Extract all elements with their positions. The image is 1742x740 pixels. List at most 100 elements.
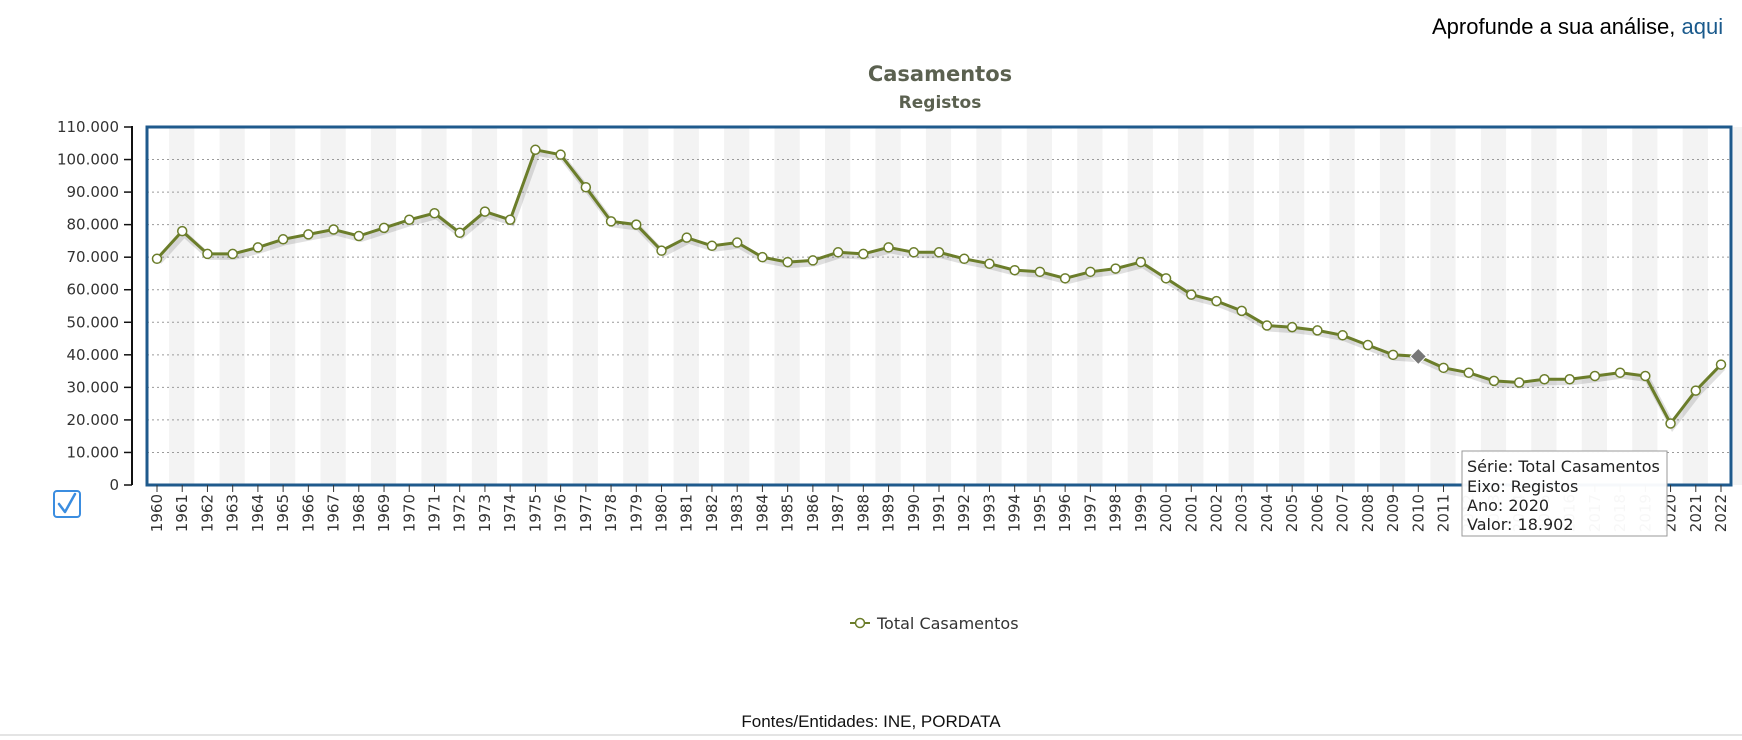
data-point[interactable]	[1488, 375, 1500, 387]
x-tick-label: 1968	[350, 494, 368, 532]
x-tick-label: 1984	[753, 494, 771, 532]
y-tick-label: 30.000	[67, 378, 120, 396]
x-tick-label: 1986	[804, 494, 822, 532]
plot-band	[1379, 127, 1406, 485]
data-point[interactable]	[353, 230, 365, 242]
data-point[interactable]	[1261, 320, 1273, 331]
data-point[interactable]	[883, 242, 894, 253]
data-point[interactable]	[1211, 295, 1222, 307]
plot-band	[724, 127, 750, 485]
data-point[interactable]	[580, 181, 592, 193]
data-point[interactable]	[681, 232, 692, 243]
x-tick-label: 1991	[930, 494, 948, 532]
data-point[interactable]	[1085, 266, 1096, 278]
data-point[interactable]	[530, 144, 541, 156]
y-tick-label: 60.000	[67, 281, 120, 299]
data-point[interactable]	[479, 206, 491, 217]
data-point[interactable]	[1236, 305, 1247, 317]
x-tick-label: 1994	[1006, 494, 1024, 532]
plot-band	[1682, 127, 1708, 485]
plot-band	[370, 127, 397, 485]
data-point[interactable]	[1589, 370, 1601, 382]
data-point[interactable]	[1438, 362, 1449, 374]
data-point[interactable]	[1009, 264, 1020, 276]
plot-band	[1632, 127, 1658, 485]
x-tick-label: 1980	[653, 494, 671, 532]
data-point[interactable]	[1362, 339, 1374, 351]
data-point[interactable]	[1513, 377, 1525, 388]
data-point[interactable]	[1715, 359, 1727, 370]
data-point[interactable]	[555, 149, 566, 160]
data-point[interactable]	[1034, 266, 1046, 278]
data-point[interactable]	[656, 245, 667, 256]
deepen-analysis-link[interactable]: aqui	[1681, 14, 1724, 39]
plot-band	[925, 127, 952, 485]
data-point[interactable]	[706, 240, 718, 252]
data-point[interactable]	[605, 216, 617, 227]
data-point[interactable]	[1387, 349, 1399, 361]
data-point[interactable]	[832, 247, 844, 258]
data-point[interactable]	[378, 222, 390, 234]
data-point[interactable]	[1186, 289, 1197, 300]
data-point[interactable]	[731, 237, 743, 248]
legend-label[interactable]: Total Casamentos	[876, 614, 1019, 633]
data-point[interactable]	[454, 227, 465, 239]
data-point[interactable]	[176, 225, 188, 237]
data-point[interactable]	[303, 229, 314, 240]
data-point[interactable]	[958, 253, 970, 265]
plot-band	[421, 127, 447, 485]
data-point[interactable]	[1160, 273, 1172, 284]
data-point[interactable]	[1564, 373, 1575, 385]
x-tick-label: 2004	[1258, 494, 1276, 532]
data-point[interactable]	[1110, 263, 1121, 274]
data-point[interactable]	[429, 207, 440, 219]
data-point[interactable]	[1135, 256, 1147, 268]
data-point-highlighted[interactable]	[1409, 347, 1427, 366]
y-tick-label: 10.000	[67, 443, 120, 461]
x-tick-label: 1979	[627, 494, 645, 532]
data-point[interactable]	[1539, 373, 1550, 385]
data-point[interactable]	[328, 224, 339, 235]
x-tick-label: 1981	[678, 494, 696, 532]
x-tick-label: 1987	[829, 494, 847, 532]
data-point[interactable]	[1059, 273, 1071, 284]
plot-band	[471, 127, 498, 485]
legend[interactable]: Total Casamentos	[850, 614, 1019, 633]
y-tick-label: 50.000	[67, 313, 120, 331]
plot-band	[1077, 127, 1103, 485]
check-toggle[interactable]	[53, 490, 81, 518]
data-point[interactable]	[404, 214, 415, 226]
plot-band	[1127, 127, 1153, 485]
data-point[interactable]	[984, 258, 995, 269]
data-point[interactable]	[631, 219, 642, 230]
data-point[interactable]	[782, 256, 793, 268]
data-point[interactable]	[858, 248, 869, 260]
data-point[interactable]	[933, 247, 945, 258]
x-tick-label: 2011	[1435, 494, 1453, 532]
x-tick-label: 1993	[980, 494, 998, 532]
data-point[interactable]	[1665, 418, 1676, 429]
source-text: Fontes/Entidades: INE, PORDATA	[741, 712, 1001, 731]
data-point[interactable]	[908, 247, 920, 258]
data-point[interactable]	[1640, 370, 1651, 382]
data-point[interactable]	[807, 255, 819, 266]
x-tick-label: 1969	[375, 494, 393, 532]
data-point[interactable]	[1312, 325, 1323, 336]
data-point[interactable]	[277, 234, 289, 245]
data-point[interactable]	[227, 248, 238, 260]
data-point[interactable]	[1463, 367, 1474, 378]
data-point[interactable]	[151, 253, 163, 265]
x-tick-label: 1967	[325, 494, 343, 532]
data-point[interactable]	[1690, 385, 1702, 396]
data-point[interactable]	[1337, 330, 1348, 341]
data-point[interactable]	[504, 214, 516, 226]
x-tick-label: 1966	[299, 494, 317, 532]
data-point[interactable]	[1614, 367, 1626, 378]
x-tick-label: 1985	[779, 494, 797, 532]
data-point[interactable]	[252, 242, 264, 253]
y-tick-label: 0	[109, 476, 119, 494]
data-point[interactable]	[1286, 321, 1298, 333]
data-point[interactable]	[757, 251, 768, 263]
x-tick-label: 1976	[552, 494, 570, 532]
data-point[interactable]	[202, 248, 213, 260]
